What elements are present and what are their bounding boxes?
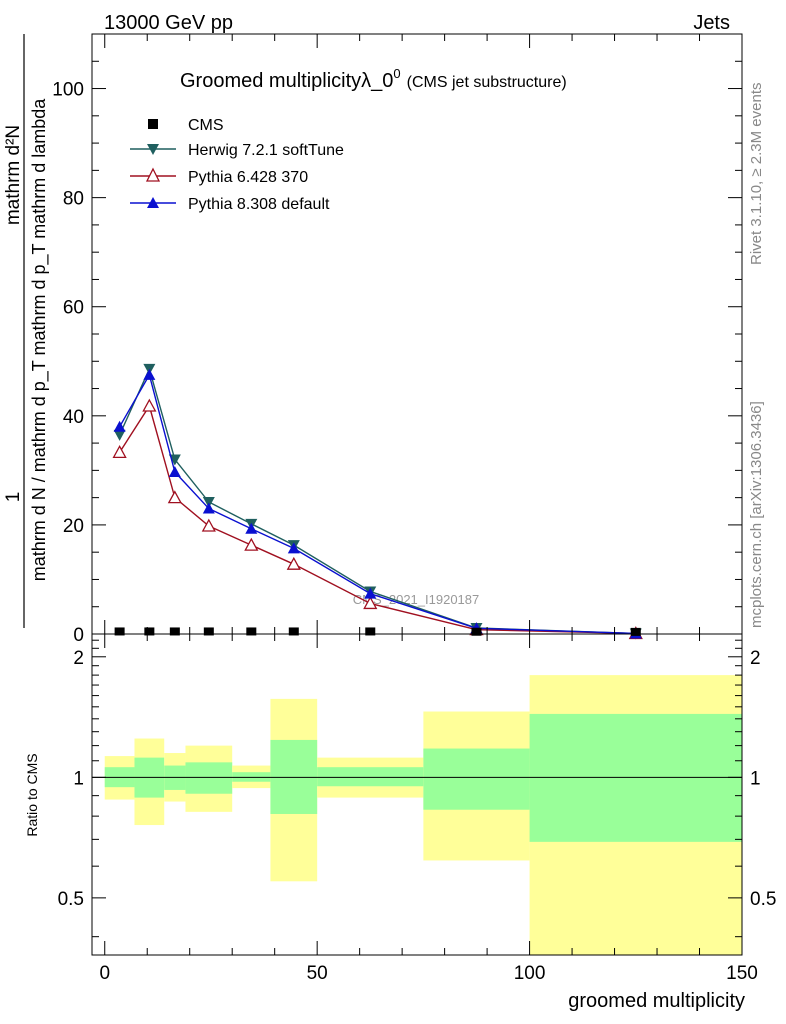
main-plot-area <box>112 363 643 640</box>
y-label-denominator: mathrm d N / mathrm d p_T mathrm d p_T m… <box>29 98 50 581</box>
ratio-y-tick-label-right: 0.5 <box>750 889 776 910</box>
data-point-pythia-6-428-370 <box>244 537 259 551</box>
data-point-cms <box>288 627 299 636</box>
data-point-pythia-6-428-370 <box>201 518 216 532</box>
data-point-herwig-7-2-1-softtune <box>202 497 215 508</box>
data-point-herwig-7-2-1-softtune <box>168 454 181 466</box>
ratio-band-inner <box>185 762 233 794</box>
data-point-cms <box>203 627 214 636</box>
data-point-pythia-8-308-default <box>202 502 215 514</box>
ratio-plot-area <box>92 675 742 955</box>
data-point-pythia-6-428-370 <box>363 596 378 610</box>
chart-title: Groomed multiplicityλ_00 (CMS jet substru… <box>180 66 567 92</box>
legend-item-cms: CMS <box>148 117 224 134</box>
data-point-pythia-8-308-default <box>113 420 126 432</box>
ratio-band-inner <box>317 767 424 787</box>
x-tick-label: 50 <box>307 963 328 984</box>
ratio-frame <box>91 633 743 956</box>
legend-marker-cms <box>148 119 158 129</box>
y-label-numerator: mathrm d²N <box>3 125 24 225</box>
main-y-tick-label: 100 <box>52 80 84 101</box>
series-line-herwig-7-2-1-softtune <box>118 366 636 635</box>
process-label: Jets <box>693 12 730 34</box>
ratio-panel: 0.5 0.5 1 1 2 2 0 50 100 150 Ratio to CMS groomed… <box>24 633 776 1012</box>
legend-label-pythia8: Pythia 8.308 default <box>188 196 330 213</box>
main-y-axis: 0 20 40 60 80 100 <box>52 33 743 646</box>
chart-title-subtitle: (CMS jet substructure) <box>407 74 567 91</box>
main-y-tick-label: 40 <box>63 407 84 428</box>
data-point-cms <box>246 627 257 636</box>
data-point-pythia-8-308-default <box>287 542 300 554</box>
ratio-y-tick-label-right: 2 <box>750 648 761 669</box>
data-point-herwig-7-2-1-softtune <box>113 429 126 441</box>
x-tick-label: 100 <box>514 963 546 984</box>
main-y-tick-label: 20 <box>63 516 84 537</box>
main-y-axis-label: 1 mathrm d²N mathrm d N / mathrm d p_T m… <box>3 34 50 628</box>
legend: CMS Herwig 7.2.1 softTune Pythia 6.428 3… <box>130 117 344 213</box>
data-point-pythia-6-428-370 <box>167 490 182 504</box>
data-point-pythia-8-308-default <box>245 522 258 534</box>
source-label: mcplots.cern.ch [arXiv:1306.3436] <box>748 401 765 628</box>
chart-title-superscript: 0 <box>393 66 400 81</box>
legend-marker-pythia6 <box>145 167 161 182</box>
ratio-y-axis-label: Ratio to CMS <box>24 753 40 836</box>
legend-item-pythia6: Pythia 6.428 370 <box>130 167 308 186</box>
main-y-tick-label: 80 <box>63 189 84 210</box>
x-axis-label: groomed multiplicity <box>568 990 745 1012</box>
rivet-version-label: Rivet 3.1.10, ≥ 2.3M events <box>748 83 765 266</box>
ratio-band-inner <box>423 748 530 810</box>
data-point-pythia-8-308-default <box>143 368 156 380</box>
data-point-pythia-8-308-default <box>364 587 377 599</box>
y-label-one: 1 <box>3 492 24 503</box>
data-point-cms <box>114 627 125 636</box>
ratio-y-tick-label-right: 1 <box>750 768 761 789</box>
data-point-pythia-6-428-370 <box>142 398 157 412</box>
data-point-cms <box>144 627 155 636</box>
data-point-cms <box>630 627 641 636</box>
legend-marker-herwig <box>147 144 159 155</box>
legend-item-herwig: Herwig 7.2.1 softTune <box>130 142 344 159</box>
main-y-tick-label: 0 <box>73 625 84 646</box>
legend-label-pythia6: Pythia 6.428 370 <box>188 169 308 186</box>
x-tick-label: 150 <box>726 963 758 984</box>
data-point-cms <box>471 627 482 636</box>
energy-label: 13000 GeV pp <box>104 12 233 34</box>
main-y-tick-label: 60 <box>63 298 84 319</box>
ratio-axes: 0.5 0.5 1 1 2 2 0 50 100 150 <box>58 634 776 984</box>
x-tick-label: 0 <box>99 963 110 984</box>
data-point-cms <box>169 627 180 636</box>
data-point-pythia-6-428-370 <box>286 556 301 570</box>
legend-label-cms: CMS <box>188 117 224 134</box>
ratio-y-tick-label-left: 2 <box>73 648 84 669</box>
data-point-cms <box>365 627 376 636</box>
ratio-y-tick-label-left: 1 <box>73 768 84 789</box>
legend-label-herwig: Herwig 7.2.1 softTune <box>188 142 344 159</box>
data-point-pythia-6-428-370 <box>112 445 127 459</box>
chart-title-main: Groomed multiplicityλ_0 <box>180 70 393 92</box>
ratio-y-tick-label-left: 0.5 <box>58 889 84 910</box>
data-point-pythia-8-308-default <box>168 466 181 477</box>
ratio-band-inner <box>529 713 742 842</box>
legend-item-pythia8: Pythia 8.308 default <box>130 196 330 213</box>
legend-marker-pythia8 <box>147 197 159 208</box>
